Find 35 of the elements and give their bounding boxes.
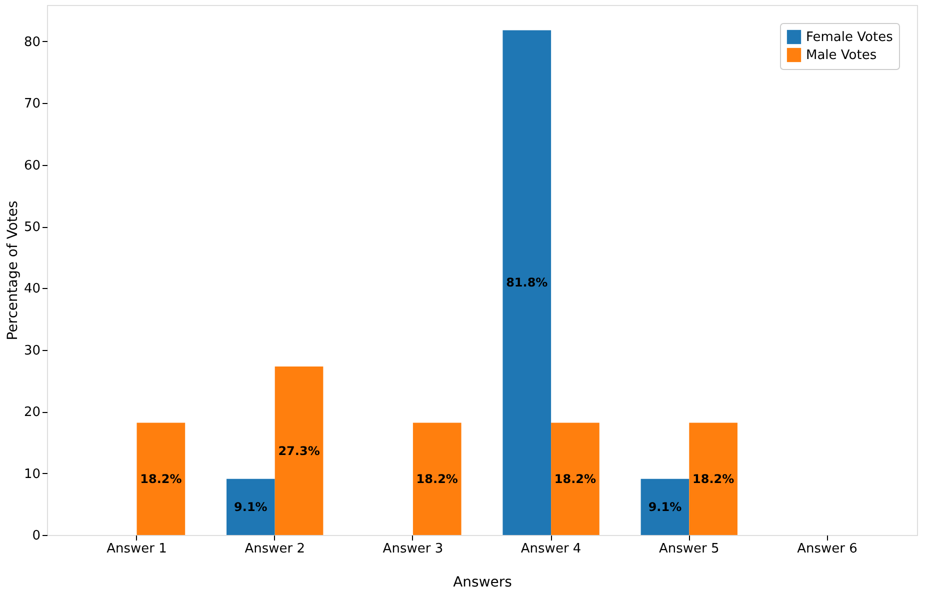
bar — [502, 30, 552, 535]
x-tick-label: Answer 6 — [797, 542, 858, 556]
x-tick-label: Answer 2 — [244, 542, 306, 556]
y-tick-label: 40 — [24, 282, 40, 297]
bar — [551, 422, 600, 535]
bar — [274, 366, 324, 535]
legend-label: Female Votes — [806, 30, 894, 45]
bar — [412, 422, 462, 535]
y-tick-label: 30 — [24, 343, 40, 358]
bar — [226, 478, 275, 535]
bar — [640, 478, 690, 535]
x-tick-label: Answer 3 — [382, 542, 444, 556]
data-label: 18.2% — [692, 472, 734, 486]
data-label: 27.3% — [278, 444, 320, 458]
y-tick-label: 60 — [24, 158, 40, 174]
data-label: 18.2% — [140, 472, 182, 486]
y-tick-label: 10 — [24, 466, 40, 482]
x-tick-label: Answer 1 — [106, 542, 167, 556]
data-label: 18.2% — [554, 472, 596, 486]
y-tick-label: 20 — [24, 405, 40, 420]
y-tick-label: 0 — [32, 528, 40, 544]
bar — [136, 422, 186, 535]
bar — [689, 422, 738, 535]
y-tick-label: 50 — [24, 220, 40, 235]
y-axis-title: Percentage of Votes — [4, 200, 21, 340]
data-label: 81.8% — [506, 276, 548, 290]
data-label: 9.1% — [234, 500, 268, 514]
x-tick-label: Answer 5 — [658, 542, 720, 556]
data-label: 9.1% — [648, 500, 682, 514]
x-tick-label: Answer 4 — [520, 542, 582, 556]
y-tick-label: 70 — [24, 96, 40, 112]
y-tick-label: 80 — [24, 34, 40, 50]
legend-label: Male Votes — [806, 48, 877, 63]
x-axis-title: Answers — [453, 574, 512, 590]
data-label: 18.2% — [416, 472, 458, 486]
